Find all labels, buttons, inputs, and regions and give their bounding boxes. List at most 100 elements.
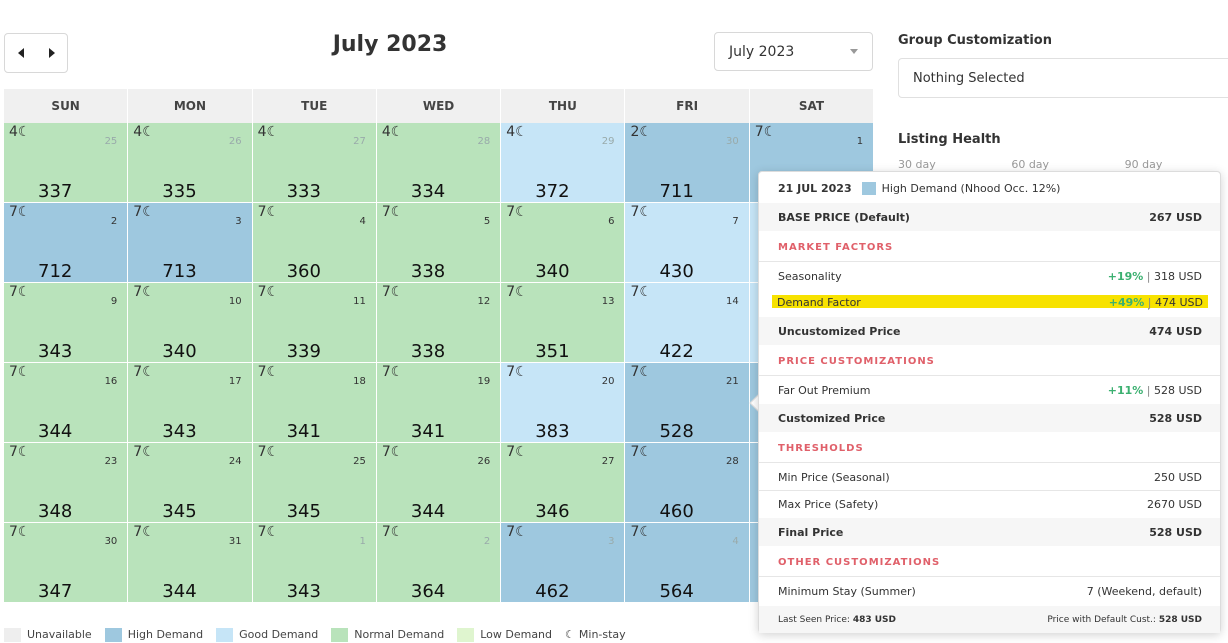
day-number: 10: [228, 296, 242, 307]
day-number: 25: [353, 456, 366, 467]
day-price: 460: [659, 501, 694, 522]
calendar-day-cell[interactable]: 4☾ 28 334: [376, 123, 502, 203]
calendar-day-cell[interactable]: 7☾ 21 528: [625, 363, 750, 443]
min-stay-icon: 7☾: [630, 364, 652, 380]
min-stay-icon: 7☾: [9, 524, 31, 540]
calendar-day-cell[interactable]: 7☾ 3 713: [128, 203, 253, 283]
legend-swatch: [216, 627, 234, 642]
min-stay-icon: 7☾: [506, 284, 528, 300]
min-stay-icon: 7☾: [381, 524, 404, 540]
day-price: 383: [535, 421, 570, 442]
calendar-day-cell[interactable]: 7☾ 4 360: [252, 203, 377, 283]
day-number: 4: [359, 216, 366, 227]
day-number: 25: [104, 136, 118, 147]
day-number: 20: [601, 376, 615, 387]
day-number: 4: [732, 536, 739, 547]
prev-month-button[interactable]: [17, 48, 25, 58]
month-select[interactable]: July 2023: [714, 32, 873, 71]
calendar-day-cell[interactable]: 2☾ 30 711: [625, 123, 750, 203]
tab-90-day[interactable]: 90 day: [1124, 158, 1163, 171]
moon-icon: ☾: [565, 628, 575, 641]
seasonality-row: Seasonality +19% | 318 USD: [759, 263, 1220, 290]
calendar-day-cell[interactable]: 7☾ 19 341: [376, 363, 502, 443]
calendar-day-cell[interactable]: 7☾ 10 340: [128, 283, 253, 363]
next-month-button[interactable]: [48, 48, 56, 58]
legend-swatch: [104, 627, 122, 642]
day-number: 28: [726, 456, 739, 467]
calendar-day-cell[interactable]: 7☾ 13 351: [501, 283, 626, 363]
far-out-premium-row: Far Out Premium +11% | 528 USD: [759, 377, 1220, 404]
calendar-day-cell[interactable]: 7☾ 25 345: [252, 443, 377, 523]
calendar-day-cell[interactable]: 7☾ 23 348: [4, 443, 129, 523]
separator: |: [1146, 384, 1151, 397]
popup-date: 21 JUL 2023: [778, 181, 852, 195]
calendar-day-cell[interactable]: 7☾ 16 344: [4, 363, 129, 443]
calendar-day-cell[interactable]: 7☾ 18 341: [252, 363, 377, 443]
day-number: 14: [726, 296, 739, 307]
price-customizations-section: PRICE CUSTOMIZATIONS: [759, 348, 1220, 376]
calendar-day-cell[interactable]: 7☾ 12 338: [376, 283, 502, 363]
caret-right-icon: [48, 48, 55, 58]
calendar-day-cell[interactable]: 7☾ 27 346: [501, 443, 626, 523]
popup-header: 21 JUL 2023 High Demand (Nhood Occ. 12%): [759, 178, 1220, 198]
calendar-day-cell[interactable]: 7☾ 30 347: [4, 523, 129, 603]
popup-demand-label: High Demand (Nhood Occ. 12%): [881, 181, 1061, 195]
max-price-value: 2670 USD: [1147, 498, 1202, 511]
calendar-day-cell[interactable]: 7☾ 26 344: [376, 443, 502, 523]
calendar-day-cell[interactable]: 7☾ 4 564: [625, 523, 750, 603]
day-price: 340: [535, 261, 570, 282]
calendar-day-cell[interactable]: 7☾ 3 462: [501, 523, 626, 603]
calendar-day-cell[interactable]: 7☾ 2 364: [376, 523, 502, 603]
weekday-header: SUN MON TUE WED THU FRI SAT: [4, 89, 875, 123]
min-stay-icon: 4☾: [381, 124, 404, 140]
group-customization-select[interactable]: Nothing Selected: [898, 58, 1228, 98]
calendar-day-cell[interactable]: 4☾ 29 372: [501, 123, 626, 203]
calendar-day-cell[interactable]: 7☾ 14 422: [625, 283, 750, 363]
calendar-day-cell[interactable]: 7☾ 20 383: [501, 363, 626, 443]
customized-price-value: 528 USD: [1149, 411, 1202, 425]
day-price: 337: [38, 181, 73, 202]
day-price: 344: [38, 421, 73, 442]
min-stay-icon: 7☾: [630, 444, 652, 460]
calendar-day-cell[interactable]: 4☾ 27 333: [252, 123, 377, 203]
min-stay-icon: 7☾: [754, 124, 777, 140]
customized-price-row: Customized Price 528 USD: [759, 404, 1220, 432]
min-stay-icon: 4☾: [133, 124, 155, 140]
demand-factor-value-overlay: 474 USD: [1155, 296, 1203, 309]
calendar-day-cell[interactable]: 7☾ 1 343: [252, 523, 377, 603]
calendar-day-cell[interactable]: 7☾ 9 343: [4, 283, 129, 363]
default-cust-value: 528 USD: [1158, 614, 1202, 625]
tab-30-day[interactable]: 30 day: [898, 158, 936, 171]
group-customization-value: Nothing Selected: [913, 70, 1025, 86]
legend-swatch: [4, 627, 21, 642]
day-number: 5: [483, 216, 491, 227]
tab-60-day[interactable]: 60 day: [1011, 158, 1050, 171]
calendar-day-cell[interactable]: 7☾ 31 344: [128, 523, 253, 603]
calendar-day-cell[interactable]: 4☾ 26 335: [128, 123, 253, 203]
day-price: 344: [410, 501, 446, 522]
day-number: 30: [104, 536, 118, 547]
calendar-day-cell[interactable]: 4☾ 25 337: [4, 123, 129, 203]
legend-label: Good Demand: [239, 628, 319, 641]
min-stay-icon: 7☾: [506, 364, 528, 380]
calendar-day-cell[interactable]: 7☾ 28 460: [625, 443, 750, 523]
legend-label: Normal Demand: [354, 628, 445, 641]
base-price-row: BASE PRICE (Default) 267 USD: [759, 203, 1220, 231]
month-select-value: July 2023: [729, 43, 795, 60]
calendar-day-cell[interactable]: 7☾ 11 339: [252, 283, 377, 363]
calendar-day-cell[interactable]: 7☾ 2 712: [4, 203, 129, 283]
popup-footer: Last Seen Price: 483 USD Price with Defa…: [759, 606, 1220, 633]
calendar-day-cell[interactable]: 7☾ 24 345: [128, 443, 253, 523]
listing-health-title: Listing Health: [898, 132, 1001, 147]
min-stay-icon: 7☾: [9, 364, 31, 380]
calendar-day-cell[interactable]: 7☾ 5 338: [376, 203, 502, 283]
day-number: 17: [228, 376, 242, 387]
min-stay-icon: 2☾: [630, 124, 652, 140]
calendar-day-cell[interactable]: 7☾ 7 430: [625, 203, 750, 283]
min-stay-icon: 7☾: [133, 524, 155, 540]
day-number: 7: [732, 216, 739, 227]
calendar-day-cell[interactable]: 7☾ 17 343: [128, 363, 253, 443]
day-number: 11: [353, 296, 366, 307]
calendar-day-cell[interactable]: 7☾ 6 340: [501, 203, 626, 283]
high-demand-swatch: [861, 181, 876, 195]
